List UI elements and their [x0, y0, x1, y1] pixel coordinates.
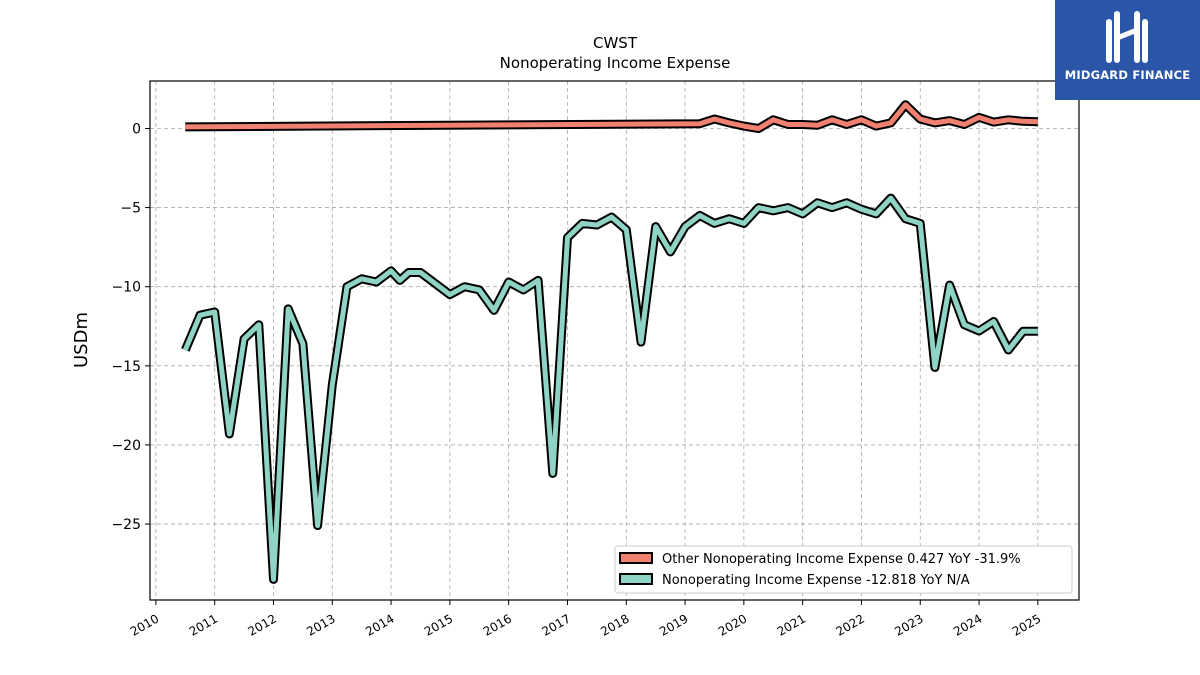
x-tick-label: 2010: [128, 611, 161, 638]
x-tick-label: 2018: [598, 611, 631, 638]
x-tick-label: 2013: [304, 611, 337, 638]
x-tick-label: 2011: [187, 611, 220, 638]
x-tick-label: 2017: [540, 611, 573, 638]
logo-mark-icon: [1106, 11, 1148, 63]
x-tick-label: 2012: [246, 611, 279, 638]
x-tick-label: 2022: [833, 611, 866, 638]
legend-box: [614, 545, 1073, 594]
y-tick-label: −15: [111, 359, 141, 375]
x-tick-label: 2016: [481, 611, 514, 638]
y-tick-label: −10: [111, 280, 141, 296]
x-tick-label: 2020: [716, 611, 749, 638]
chart-subtitle: Nonoperating Income Expense: [500, 54, 731, 72]
x-tick-label: 2025: [1010, 611, 1043, 638]
brand-name: MIDGARD FINANCE: [1064, 68, 1191, 82]
x-tick-label: 2015: [422, 611, 455, 638]
x-axis: 2010 2011 2012 2013 2014 2015 2016 2017 2018 2019…: [128, 600, 1043, 639]
x-tick-label: 2021: [775, 611, 808, 638]
series-line-0: [185, 102, 1038, 131]
legend-swatch-nonoperating: [619, 573, 653, 585]
y-axis: 0 −5 −10 −15 −20 −25: [111, 121, 150, 533]
series-line-1: [182, 195, 1038, 582]
legend: Other Nonoperating Income Expense 0.427 …: [614, 545, 1073, 594]
series-layer: [181, 100, 1038, 584]
legend-swatch-other-nonoperating: [619, 552, 653, 564]
chart-title: CWST: [593, 34, 638, 52]
brand-logo: MIDGARD FINANCE: [1055, 0, 1200, 100]
series-outline-1: [181, 193, 1038, 584]
x-tick-label: 2024: [951, 611, 984, 638]
y-tick-label: 0: [132, 121, 141, 137]
x-tick-label: 2014: [363, 611, 396, 638]
x-tick-label: 2023: [892, 611, 925, 638]
y-tick-label: −20: [111, 438, 141, 454]
x-tick-label: 2019: [657, 611, 690, 638]
plot-frame: [149, 80, 1080, 601]
legend-label-nonoperating: Nonoperating Income Expense -12.818 YoY …: [662, 573, 970, 588]
legend-label-other-nonoperating: Other Nonoperating Income Expense 0.427 …: [662, 552, 1021, 567]
y-tick-label: −25: [111, 517, 141, 533]
y-axis-label: USDm: [71, 312, 92, 368]
y-tick-label: −5: [120, 201, 141, 217]
